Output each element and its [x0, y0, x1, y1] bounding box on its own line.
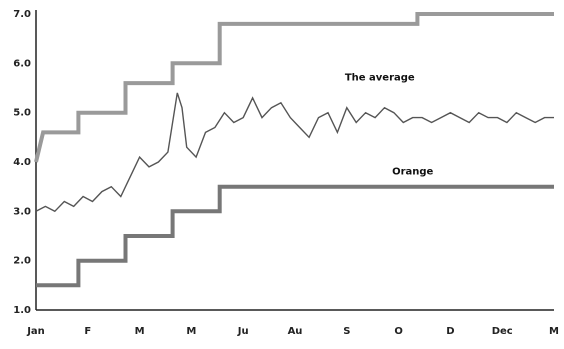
y-tick-label: 5.0	[13, 108, 31, 119]
x-tick-label: Dec	[492, 326, 513, 337]
y-tick-labels: 1.0 2.0 3.0 4.0 5.0 6.0 7.0	[13, 9, 31, 316]
series-label-2: Orange	[392, 166, 433, 177]
y-tick-label: 1.0	[13, 305, 31, 316]
x-tick-labels: Jan F M M Ju Au S O D Dec M	[26, 326, 559, 337]
y-tick-label: 2.0	[13, 256, 31, 267]
x-tick-label: Au	[288, 326, 303, 337]
x-tick-label: M	[186, 326, 196, 337]
x-tick-label: Jan	[26, 326, 45, 337]
series-line-0	[34, 12, 554, 163]
y-tick-label: 7.0	[13, 9, 31, 20]
series-line-2	[36, 184, 554, 288]
x-tick-label: S	[343, 326, 350, 337]
chart-axes	[35, 10, 554, 311]
y-tick-label: 3.0	[13, 206, 31, 217]
x-tick-label: D	[446, 326, 454, 337]
x-tick-label: F	[84, 326, 91, 337]
x-tick-label: O	[394, 326, 403, 337]
x-tick-label: M	[135, 326, 145, 337]
series-line-1	[35, 92, 554, 213]
x-tick-label: M	[549, 326, 559, 337]
series-label-1: The average	[345, 73, 415, 84]
y-tick-label: 4.0	[13, 157, 31, 168]
y-tick-label: 6.0	[13, 58, 31, 69]
chart-series	[34, 12, 554, 288]
x-tick-label: Ju	[237, 326, 249, 337]
